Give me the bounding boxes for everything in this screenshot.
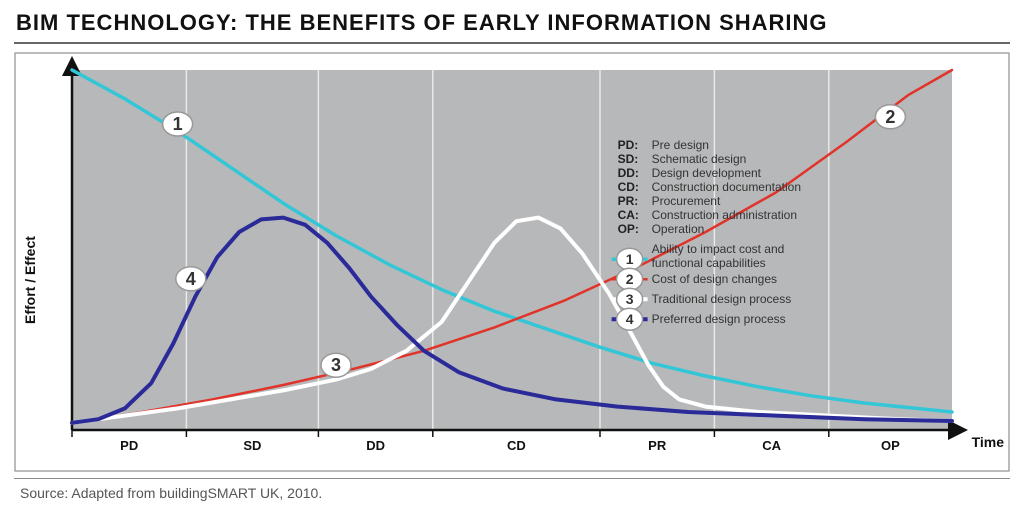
legend-phase-name-op: Operation bbox=[652, 222, 705, 236]
legend-series-4: Preferred design process bbox=[652, 312, 786, 326]
svg-text:2: 2 bbox=[885, 107, 895, 127]
phase-code-cd: CD bbox=[507, 438, 526, 453]
svg-text:1: 1 bbox=[173, 114, 183, 134]
svg-text:2: 2 bbox=[626, 271, 634, 287]
legend-phase-name-pr: Procurement bbox=[652, 194, 721, 208]
legend-phase-name-pd: Pre design bbox=[652, 138, 709, 152]
legend-phase-code-cd: CD: bbox=[618, 180, 639, 194]
footer-divider bbox=[14, 478, 1010, 479]
legend-phase-code-ca: CA: bbox=[618, 208, 639, 222]
page-title: BIM TECHNOLOGY: THE BENEFITS OF EARLY IN… bbox=[16, 10, 1010, 36]
legend-phase-code-sd: SD: bbox=[618, 152, 639, 166]
legend-phase-name-sd: Schematic design bbox=[652, 152, 747, 166]
legend-phase-code-pr: PR: bbox=[618, 194, 639, 208]
legend-series-1-line2: functional capabilities bbox=[652, 256, 766, 270]
phase-code-pd: PD bbox=[120, 438, 138, 453]
chart-container: PD SD DD CD PR CA OP 1 2 3 4 PD: Pre design SD: Schema… bbox=[14, 52, 1010, 472]
svg-text:3: 3 bbox=[626, 291, 634, 307]
phase-code-pr: PR bbox=[648, 438, 667, 453]
legend-phase-code-pd: PD: bbox=[618, 138, 639, 152]
phase-code-sd: SD bbox=[243, 438, 261, 453]
phase-code-dd: DD bbox=[366, 438, 385, 453]
svg-text:4: 4 bbox=[626, 311, 634, 327]
legend-phase-code-op: OP: bbox=[618, 222, 639, 236]
legend-series-1: Ability to impact cost and bbox=[652, 242, 785, 256]
legend-phase-name-ca: Construction administration bbox=[652, 208, 797, 222]
y-axis-label: Effort / Effect bbox=[22, 236, 38, 324]
legend-series-2: Cost of design changes bbox=[652, 272, 777, 286]
title-divider bbox=[14, 42, 1010, 44]
chart-svg: PD SD DD CD PR CA OP 1 2 3 4 PD: Pre design SD: Schema… bbox=[14, 52, 1010, 472]
svg-text:3: 3 bbox=[331, 355, 341, 375]
phase-code-ca: CA bbox=[762, 438, 781, 453]
legend-phase-code-dd: DD: bbox=[618, 166, 639, 180]
source-text: Source: Adapted from buildingSMART UK, 2… bbox=[20, 485, 1010, 501]
phase-code-op: OP bbox=[881, 438, 900, 453]
legend-series-3: Traditional design process bbox=[652, 292, 792, 306]
x-axis-label: Time bbox=[972, 434, 1004, 450]
legend-phase-name-dd: Design development bbox=[652, 166, 762, 180]
legend-phase-name-cd: Construction documentation bbox=[652, 180, 801, 194]
svg-text:1: 1 bbox=[626, 251, 634, 267]
svg-text:4: 4 bbox=[186, 269, 196, 289]
